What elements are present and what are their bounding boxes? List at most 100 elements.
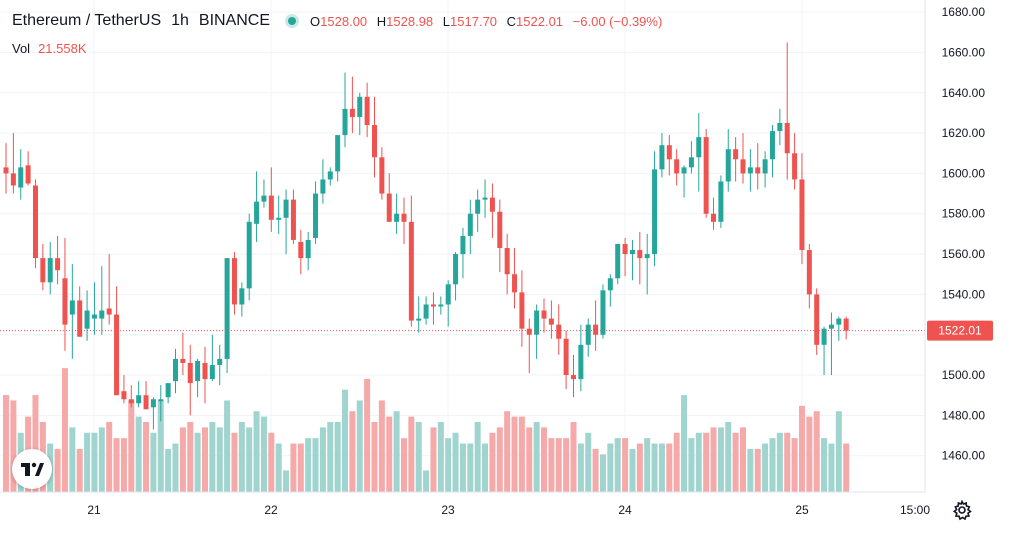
volume-bar	[533, 422, 540, 492]
volume-bar	[69, 427, 76, 492]
candle-body	[718, 181, 724, 222]
volume-bar	[622, 438, 629, 492]
candle-body	[47, 258, 53, 283]
candle-body	[136, 395, 142, 404]
candle-body	[408, 221, 414, 321]
candle-body	[659, 145, 665, 170]
candle-body	[261, 195, 267, 202]
volume-bar	[268, 432, 275, 492]
volume-bar	[194, 432, 201, 492]
candle-body	[313, 193, 319, 238]
candle-body	[711, 213, 717, 222]
volume-bar	[54, 448, 61, 492]
volume-bar	[732, 432, 739, 492]
volume-bar	[828, 443, 835, 492]
volume-bar	[673, 432, 680, 492]
volume-bar	[415, 422, 422, 492]
candle-body	[173, 358, 179, 382]
candle-body	[364, 96, 370, 126]
volume-legend[interactable]: Vol 21.558K	[12, 41, 87, 56]
volume-bar	[607, 443, 614, 492]
volume-bar	[599, 454, 606, 492]
change-value: −6.00 (−0.39%)	[572, 13, 663, 29]
candle-body	[239, 288, 245, 305]
volume-bar	[577, 443, 584, 492]
symbol-name[interactable]: Ethereum / TetherUS	[12, 12, 162, 29]
candle-body	[747, 167, 753, 174]
gear-icon[interactable]	[950, 498, 974, 522]
volume-bar	[747, 448, 754, 492]
volume-bar	[150, 432, 157, 492]
volume-bar	[585, 432, 592, 492]
candle-body	[195, 360, 201, 382]
volume-bar	[452, 432, 459, 492]
volume-bar	[84, 432, 91, 492]
volume-bar	[305, 438, 312, 492]
candle-body	[298, 241, 304, 259]
volume-bar	[504, 411, 511, 492]
symbol-legend[interactable]: Ethereum / TetherUS 1h BINANCE O1528.00 …	[12, 12, 662, 30]
volume-label: Vol	[12, 41, 31, 56]
volume-bar	[614, 438, 621, 492]
candle-body	[799, 179, 805, 251]
candle-body	[733, 149, 739, 160]
candle-body	[91, 314, 97, 319]
volume-bar	[312, 438, 319, 492]
candle-body	[696, 137, 702, 158]
volume-bar	[430, 427, 437, 492]
candle-body	[106, 308, 112, 315]
candle-body	[438, 304, 444, 307]
candle-body	[740, 159, 746, 174]
candle-body	[548, 318, 554, 325]
candle-body	[246, 221, 252, 289]
candle-body	[578, 344, 584, 380]
volume-bar	[821, 438, 828, 492]
candle-body	[180, 358, 186, 363]
candle-body	[629, 250, 635, 255]
candle-body	[342, 108, 348, 136]
volume-bar	[224, 400, 231, 492]
volume-bar	[165, 448, 172, 492]
candle-body	[430, 304, 436, 307]
candle-body	[276, 217, 282, 220]
candle-body	[114, 314, 120, 396]
candle-body	[814, 294, 820, 345]
candle-body	[600, 290, 606, 335]
candle-body	[150, 399, 156, 408]
candle-body	[460, 235, 466, 255]
last-price-text: 1522.01	[938, 324, 982, 338]
open-value: 1528.00	[320, 13, 368, 29]
x-axis[interactable]: 21 22 23 24 25 15:00	[87, 503, 930, 517]
candle-body	[593, 324, 599, 335]
volume-bar	[120, 438, 127, 492]
y-axis[interactable]: 1680.00 1660.00 1640.00 1620.00 1600.00 1580.…	[942, 5, 986, 463]
volume-bar	[762, 443, 769, 492]
tradingview-logo-icon[interactable]	[12, 449, 52, 489]
y-tick-label: 1580.00	[942, 207, 986, 221]
volume-bar	[327, 422, 334, 492]
candle-body	[254, 201, 260, 224]
volume-bar	[555, 438, 562, 492]
volume-bar	[695, 432, 702, 492]
candle-body	[62, 278, 68, 325]
volume-bar	[187, 422, 194, 492]
candle-body	[725, 149, 731, 182]
interval[interactable]: 1h	[171, 12, 189, 29]
volume-bar	[61, 368, 68, 492]
candle-body	[335, 135, 341, 172]
candle-body	[828, 324, 834, 329]
volume-bar	[253, 411, 260, 492]
volume-bar	[784, 432, 791, 492]
volume-bar	[179, 427, 186, 492]
candle-body	[121, 391, 127, 400]
candle-body	[99, 310, 105, 319]
volume-bar	[32, 395, 39, 492]
volume-bar	[835, 411, 842, 492]
volume-bar	[98, 427, 105, 492]
last-price-label: 1522.01	[927, 320, 993, 341]
volume-bar	[157, 400, 164, 492]
candle-body	[762, 159, 768, 174]
volume-bar	[201, 427, 208, 492]
candle-body	[32, 185, 38, 259]
